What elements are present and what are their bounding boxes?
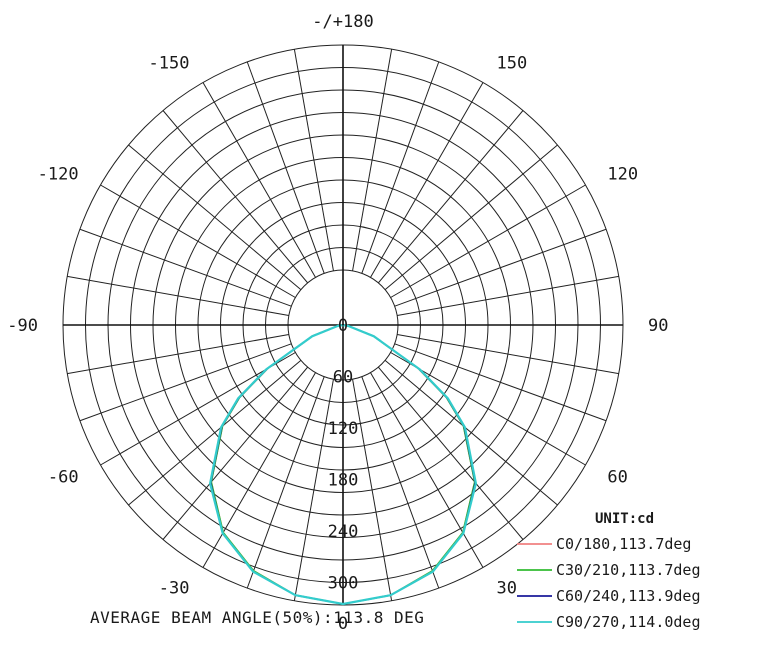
angle-label: 30 [497, 578, 517, 598]
angle-label: 150 [497, 54, 528, 74]
grid-spoke [293, 49, 334, 271]
angle-label: -60 [48, 468, 79, 488]
angle-label: -90 [7, 316, 38, 336]
grid-spoke [128, 144, 302, 291]
grid-spoke [394, 228, 607, 307]
grid-spoke [100, 184, 296, 298]
legend-entry: C60/240,113.9deg [556, 587, 701, 605]
grid-spoke [162, 110, 309, 284]
grid-spoke [67, 334, 289, 375]
legend: UNIT:cd C0/180,113.7deg C30/210,113.7deg C… [517, 511, 701, 631]
grid-spoke [377, 366, 524, 540]
radial-tick-label: 180 [328, 471, 359, 491]
grid-spoke [390, 184, 586, 298]
series-curve-3 [209, 323, 477, 606]
legend-entry: C30/210,113.7deg [556, 561, 701, 579]
footer-beam-angle: AVERAGE BEAM ANGLE(50%):113.8 DEG [90, 608, 424, 627]
grid-spoke [162, 366, 309, 540]
unit-label: UNIT:cd [595, 511, 654, 527]
angle-label: -120 [38, 165, 79, 185]
angle-label: 60 [607, 468, 627, 488]
grid-spoke [202, 82, 316, 278]
grid-spoke [370, 82, 484, 278]
angle-label: 90 [648, 316, 668, 336]
radial-tick-labels: 0 60 120 180 240 300 [328, 316, 359, 594]
legend-entry: C0/180,113.7deg [556, 535, 691, 553]
grid-spoke [384, 144, 558, 291]
grid-spoke [79, 343, 292, 422]
grid-spoke [370, 372, 484, 568]
radial-tick-label: 120 [328, 419, 359, 439]
legend-entry: C90/270,114.0deg [556, 613, 701, 631]
grid-spoke [397, 334, 619, 375]
angle-label: 120 [607, 165, 638, 185]
grid-spoke [397, 275, 619, 316]
grid-spoke [246, 376, 325, 589]
grid-spoke [128, 359, 302, 506]
angle-label: -150 [149, 54, 190, 74]
radial-tick-label: 240 [328, 522, 359, 542]
grid-spoke [352, 379, 393, 601]
grid-spoke [361, 376, 440, 589]
grid-spoke [202, 372, 316, 568]
angle-label: 0 [338, 614, 348, 634]
series-curves [209, 323, 477, 606]
angle-label: -/+180 [312, 12, 373, 32]
radial-tick-label: 60 [333, 368, 353, 388]
grid-spoke [79, 228, 292, 307]
grid-spoke [377, 110, 524, 284]
grid-spoke [384, 359, 558, 506]
radial-tick-label: 0 [338, 316, 348, 336]
grid-spoke [352, 49, 393, 271]
radial-tick-label: 300 [328, 574, 359, 594]
angle-label: -30 [159, 578, 190, 598]
grid-spoke [246, 61, 325, 274]
grid-spoke [293, 379, 334, 601]
grid-spoke [361, 61, 440, 274]
grid-spoke [67, 275, 289, 316]
polar-grid [62, 44, 624, 606]
grid-spoke [394, 343, 607, 422]
